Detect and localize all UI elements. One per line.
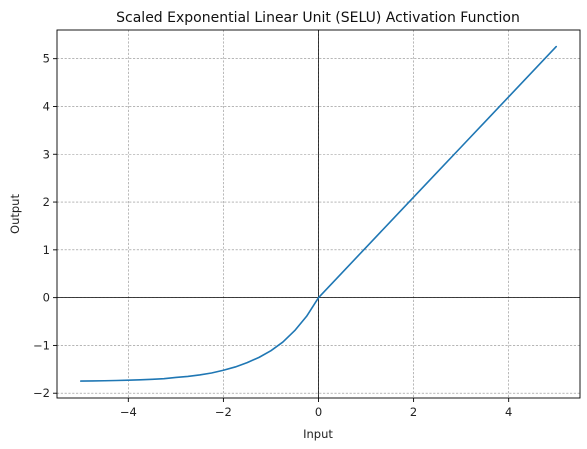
- series-layer: [79, 45, 558, 382]
- x-tick-label: −4: [120, 405, 137, 419]
- y-tick-label: −2: [33, 386, 50, 400]
- x-tick-labels: −4 −2 0 2 4: [120, 405, 513, 419]
- y-tick-label: 2: [43, 195, 50, 209]
- y-tick-label: 3: [43, 147, 50, 161]
- y-tick-label: 4: [43, 99, 50, 113]
- y-axis-label: Output: [8, 194, 22, 234]
- y-tick-label: 1: [43, 243, 50, 257]
- y-tick-label: 0: [43, 291, 50, 305]
- chart-title: Scaled Exponential Linear Unit (SELU) Ac…: [116, 10, 520, 26]
- x-tick-label: 0: [315, 405, 322, 419]
- y-tick-label: −1: [33, 338, 50, 352]
- selu-series-line: [79, 45, 558, 382]
- x-axis-label: Input: [303, 427, 333, 441]
- x-tick-label: 2: [410, 405, 417, 419]
- tick-marks: [53, 58, 510, 402]
- y-tick-label: 5: [43, 52, 50, 66]
- x-tick-label: −2: [215, 405, 232, 419]
- y-tick-labels: −2 −1 0 1 2 3 4 5: [33, 52, 50, 401]
- x-tick-label: 4: [505, 405, 512, 419]
